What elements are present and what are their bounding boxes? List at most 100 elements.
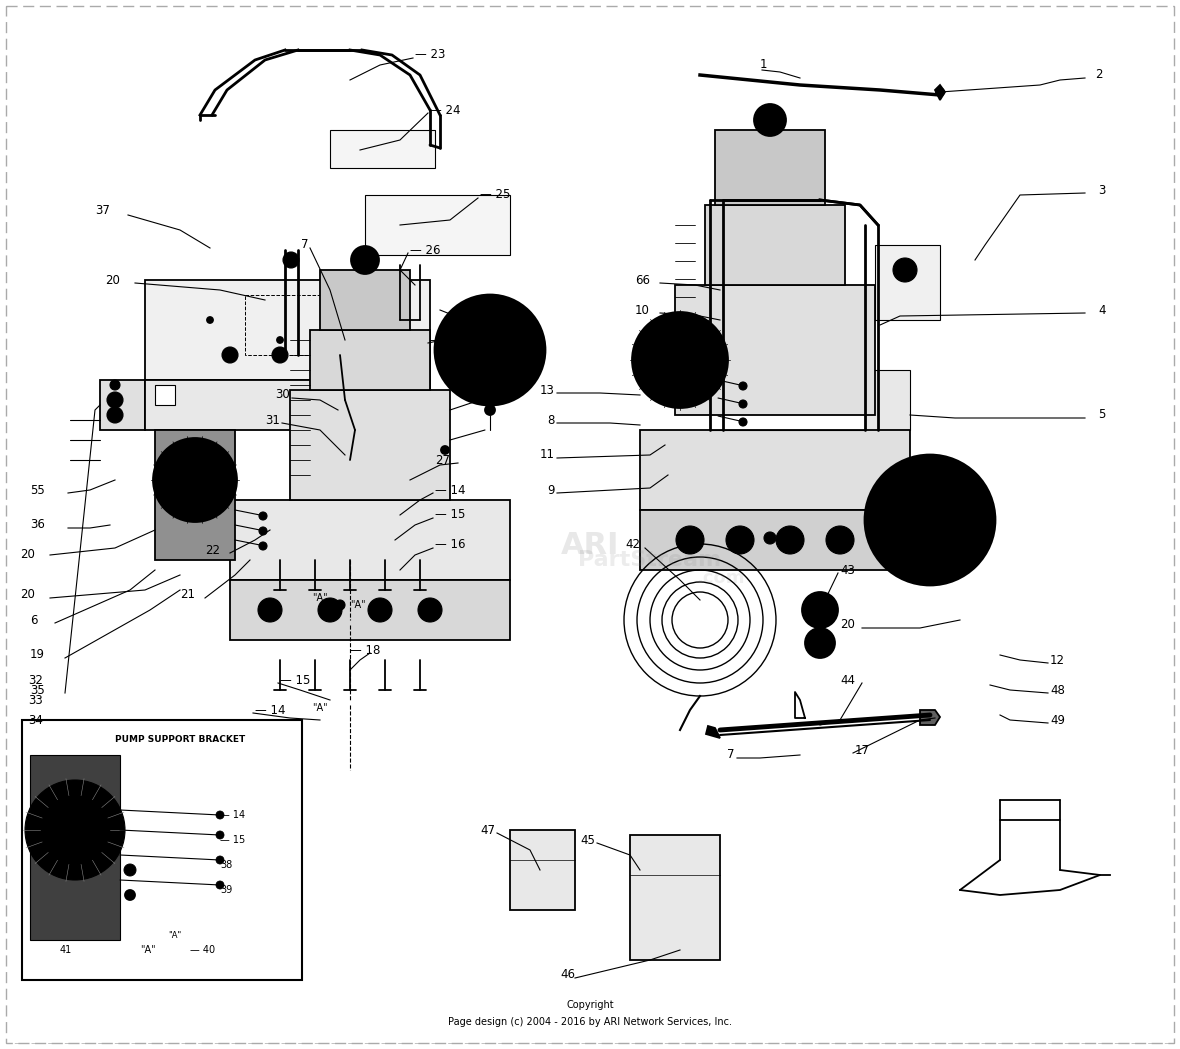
Circle shape <box>222 347 238 363</box>
Circle shape <box>485 405 494 415</box>
Circle shape <box>350 247 379 274</box>
Text: 13: 13 <box>540 384 555 397</box>
Text: — 14: — 14 <box>255 704 286 716</box>
Polygon shape <box>876 245 940 320</box>
Circle shape <box>337 455 358 475</box>
Polygon shape <box>145 280 430 380</box>
Circle shape <box>485 345 494 355</box>
Circle shape <box>216 856 224 864</box>
Circle shape <box>739 418 747 426</box>
Bar <box>22 720 302 980</box>
Text: 35: 35 <box>30 684 45 697</box>
Circle shape <box>258 527 267 535</box>
Circle shape <box>907 498 952 542</box>
Text: 46: 46 <box>560 968 575 982</box>
Circle shape <box>881 472 978 568</box>
Polygon shape <box>935 85 945 100</box>
Circle shape <box>258 542 267 550</box>
Text: 43: 43 <box>840 563 854 577</box>
Text: — 28: — 28 <box>430 334 460 346</box>
Circle shape <box>418 598 442 622</box>
Text: 45: 45 <box>581 834 595 847</box>
Text: 33: 33 <box>28 693 42 706</box>
Text: PartStream: PartStream <box>578 550 722 570</box>
Text: 11: 11 <box>540 449 555 462</box>
Polygon shape <box>230 580 510 640</box>
Text: 39: 39 <box>219 885 232 895</box>
Text: 34: 34 <box>28 713 42 727</box>
Circle shape <box>258 512 267 520</box>
Circle shape <box>277 337 283 343</box>
Circle shape <box>258 598 282 622</box>
Text: — 18: — 18 <box>350 643 380 657</box>
Polygon shape <box>675 285 876 415</box>
Circle shape <box>125 890 135 900</box>
Text: — 24: — 24 <box>430 104 460 116</box>
Circle shape <box>40 795 110 865</box>
Circle shape <box>924 514 936 526</box>
Circle shape <box>317 598 342 622</box>
Text: 20: 20 <box>20 588 35 601</box>
Circle shape <box>153 438 237 522</box>
Circle shape <box>776 526 804 554</box>
Polygon shape <box>640 510 910 570</box>
Text: — 26: — 26 <box>409 243 440 257</box>
Circle shape <box>754 104 786 136</box>
Text: 20: 20 <box>105 274 120 286</box>
Polygon shape <box>704 205 845 285</box>
Text: — 25: — 25 <box>480 189 511 201</box>
Circle shape <box>813 633 827 647</box>
Circle shape <box>25 780 125 880</box>
Text: 37: 37 <box>96 204 110 216</box>
Circle shape <box>812 601 828 617</box>
Text: 55: 55 <box>30 484 45 496</box>
Text: — 16: — 16 <box>435 538 465 552</box>
Circle shape <box>124 864 136 876</box>
Circle shape <box>107 407 123 423</box>
Circle shape <box>676 526 704 554</box>
Text: 22: 22 <box>205 543 219 557</box>
Text: 12: 12 <box>1050 654 1066 666</box>
Polygon shape <box>155 385 175 405</box>
Circle shape <box>345 462 350 468</box>
Circle shape <box>368 598 392 622</box>
Text: "A": "A" <box>313 703 328 713</box>
Text: 38: 38 <box>219 860 232 870</box>
Text: .com: .com <box>696 569 745 587</box>
Text: — 14: — 14 <box>435 484 465 496</box>
Text: 41: 41 <box>60 945 72 955</box>
Circle shape <box>435 295 545 405</box>
Text: 49: 49 <box>1050 713 1066 727</box>
Text: "A": "A" <box>350 600 366 611</box>
Text: 21: 21 <box>181 588 195 601</box>
Text: — 15: — 15 <box>219 835 245 845</box>
Circle shape <box>110 380 120 390</box>
Polygon shape <box>865 370 910 430</box>
Text: 47: 47 <box>480 823 494 836</box>
Polygon shape <box>706 726 720 738</box>
Polygon shape <box>30 755 120 940</box>
Circle shape <box>662 342 699 378</box>
Polygon shape <box>155 430 235 560</box>
Polygon shape <box>145 380 430 430</box>
Text: 8: 8 <box>548 413 555 427</box>
Text: 27: 27 <box>435 453 450 467</box>
Polygon shape <box>715 130 825 205</box>
Circle shape <box>826 526 854 554</box>
Circle shape <box>645 325 715 395</box>
Circle shape <box>726 526 754 554</box>
Circle shape <box>739 382 747 390</box>
Text: 20: 20 <box>840 619 854 631</box>
Text: — 23: — 23 <box>415 48 445 62</box>
Circle shape <box>441 446 450 454</box>
Circle shape <box>805 628 835 658</box>
Polygon shape <box>510 830 575 909</box>
Text: "A": "A" <box>140 945 156 955</box>
Circle shape <box>358 252 373 267</box>
Text: — 40: — 40 <box>190 945 215 955</box>
Polygon shape <box>290 390 450 500</box>
Circle shape <box>335 600 345 611</box>
Text: — 15: — 15 <box>280 673 310 686</box>
Text: 5: 5 <box>1099 408 1106 422</box>
Polygon shape <box>920 710 940 725</box>
